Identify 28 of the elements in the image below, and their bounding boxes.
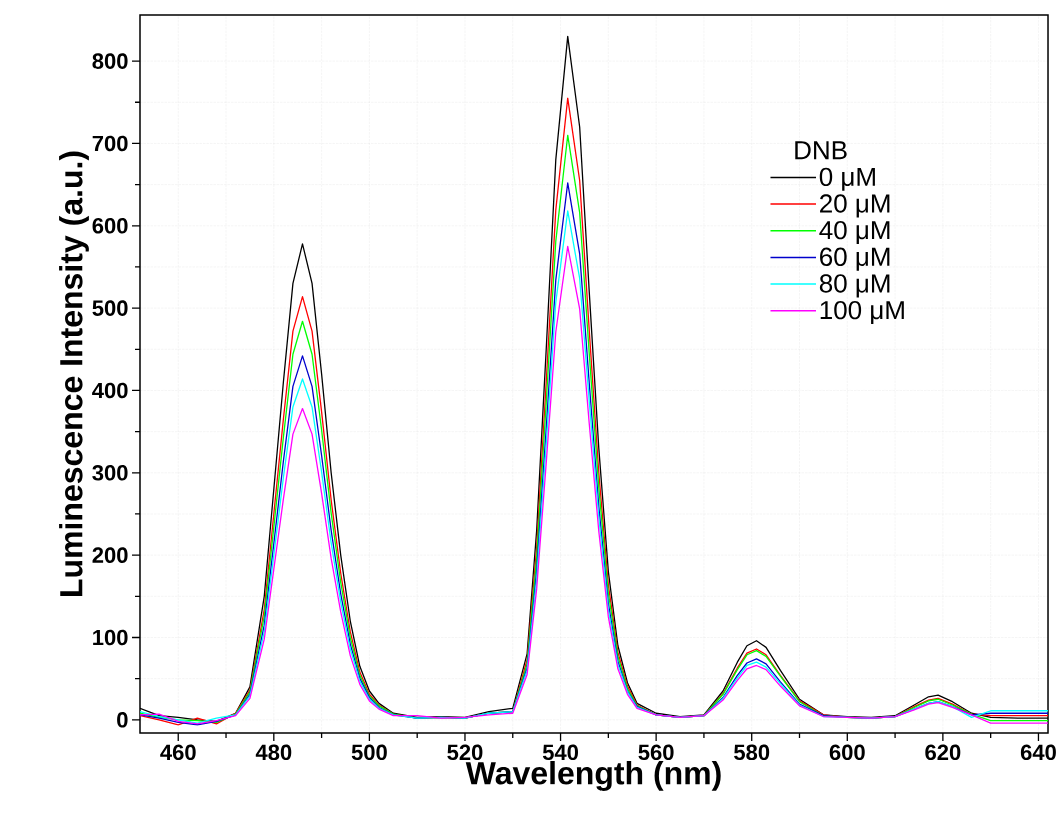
x-tick-label: 600 <box>829 744 865 761</box>
x-tick-label: 460 <box>160 744 196 761</box>
legend-title: DNB <box>795 141 847 160</box>
x-tick-label: 540 <box>542 744 579 761</box>
x-tick-label: 640 <box>1020 744 1056 761</box>
x-tick-label: 500 <box>351 744 387 761</box>
y-tick-label: 500 <box>92 300 128 316</box>
y-tick-label: 0 <box>117 712 128 728</box>
x-tick-label: 580 <box>734 744 770 761</box>
x-tick-label: 560 <box>638 744 674 761</box>
y-tick-label: 400 <box>92 382 128 399</box>
x-tick-label: 480 <box>255 744 292 761</box>
y-tick-label: 700 <box>92 135 128 152</box>
legend-label: 100 μM <box>820 300 904 325</box>
x-axis-title: Wavelength (nm) <box>465 760 721 791</box>
y-tick-label: 600 <box>92 217 128 234</box>
legend-label: 80 μM <box>819 274 890 298</box>
x-tick-label: 520 <box>447 744 483 761</box>
y-tick-label: 800 <box>92 53 128 69</box>
y-tick-label: 200 <box>92 547 128 563</box>
y-tick-label: 100 <box>93 629 128 646</box>
y-tick-label: 300 <box>92 464 128 481</box>
x-tick-label: 620 <box>925 744 961 761</box>
legend-label: 60 μM <box>820 247 890 271</box>
legend-label: 20 μM <box>820 194 890 218</box>
legend-label: 0 μM <box>819 167 875 191</box>
y-axis-title: Luminescence Intensity (a.u.) <box>59 151 89 596</box>
legend-label: 40 μM <box>819 220 890 245</box>
